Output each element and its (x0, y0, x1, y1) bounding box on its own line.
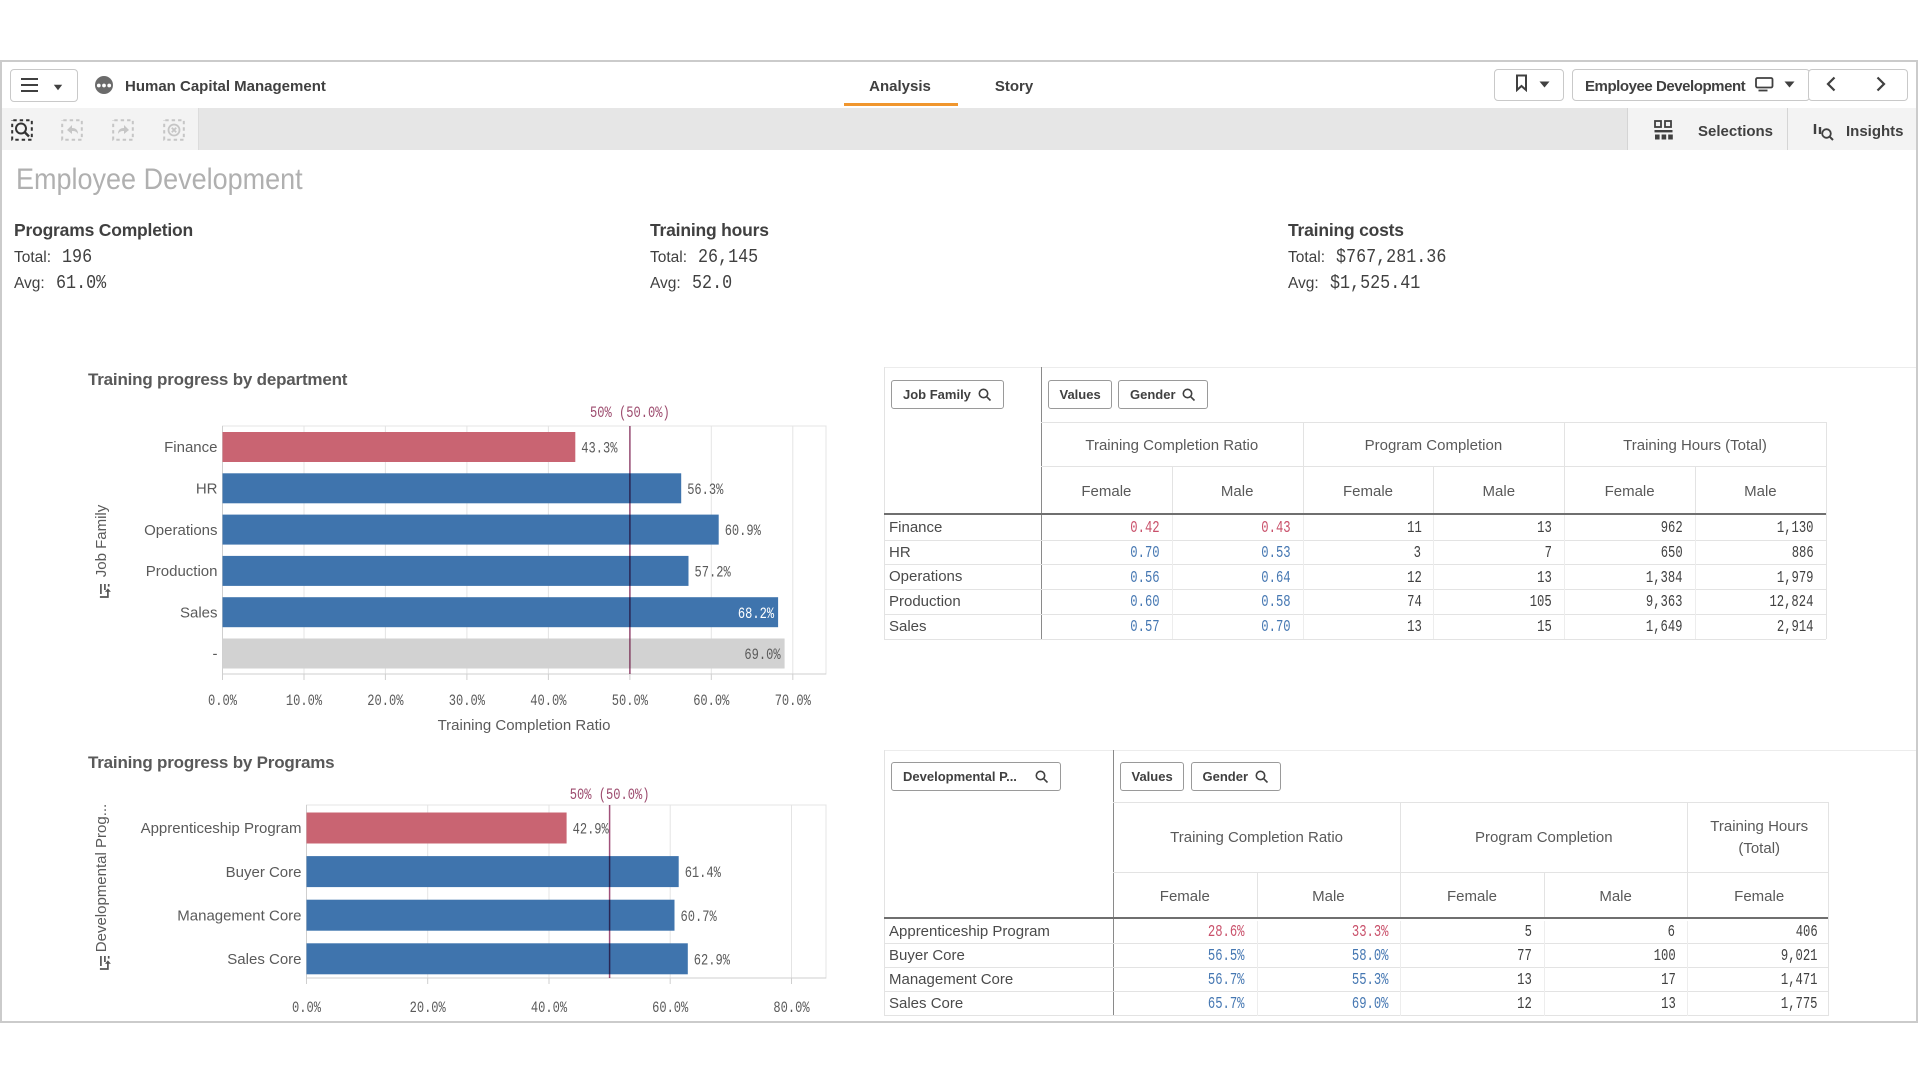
svg-text:56.3%: 56.3% (687, 481, 723, 499)
svg-text:70.0%: 70.0% (775, 692, 811, 710)
svg-text:Buyer Core: Buyer Core (226, 864, 302, 881)
svg-text:0.0%: 0.0% (208, 692, 237, 710)
svg-text:Production: Production (146, 563, 218, 580)
svg-text:50% (50.0%): 50% (50.0%) (590, 404, 670, 422)
svg-text:69.0%: 69.0% (744, 646, 780, 664)
svg-text:Sales Core: Sales Core (227, 951, 301, 968)
svg-text:Developmental Prog...: Developmental Prog... (93, 804, 110, 952)
svg-text:60.9%: 60.9% (725, 522, 761, 540)
svg-text:61.4%: 61.4% (685, 864, 721, 882)
svg-text:Training progress by departmen: Training progress by department (88, 370, 348, 389)
svg-text:60.0%: 60.0% (652, 999, 688, 1017)
svg-text:Training progress by Programs: Training progress by Programs (88, 753, 334, 772)
svg-text:Apprenticeship Program: Apprenticeship Program (141, 820, 302, 837)
svg-text:Management Core: Management Core (177, 907, 301, 924)
svg-text:40.0%: 40.0% (530, 692, 566, 710)
svg-text:10.0%: 10.0% (286, 692, 322, 710)
svg-text:50.0%: 50.0% (612, 692, 648, 710)
svg-text:68.2%: 68.2% (738, 605, 774, 623)
svg-text:42.9%: 42.9% (573, 821, 609, 839)
svg-text:60.7%: 60.7% (681, 908, 717, 926)
svg-text:50% (50.0%): 50% (50.0%) (570, 786, 650, 804)
svg-text:43.3%: 43.3% (581, 440, 617, 458)
svg-text:-: - (213, 646, 218, 663)
svg-text:20.0%: 20.0% (410, 999, 446, 1017)
svg-text:20.0%: 20.0% (367, 692, 403, 710)
svg-text:57.2%: 57.2% (695, 564, 731, 582)
svg-text:80.0%: 80.0% (773, 999, 809, 1017)
svg-text:Job Family: Job Family (93, 504, 110, 577)
svg-text:40.0%: 40.0% (531, 999, 567, 1017)
svg-text:62.9%: 62.9% (694, 951, 730, 969)
svg-text:Finance: Finance (164, 439, 217, 456)
svg-text:HR: HR (196, 481, 218, 498)
svg-text:0.0%: 0.0% (292, 999, 321, 1017)
svg-text:60.0%: 60.0% (693, 692, 729, 710)
svg-text:30.0%: 30.0% (449, 692, 485, 710)
svg-text:Sales: Sales (180, 604, 218, 621)
svg-text:Training Completion Ratio: Training Completion Ratio (438, 717, 611, 734)
svg-text:Operations: Operations (144, 522, 217, 539)
